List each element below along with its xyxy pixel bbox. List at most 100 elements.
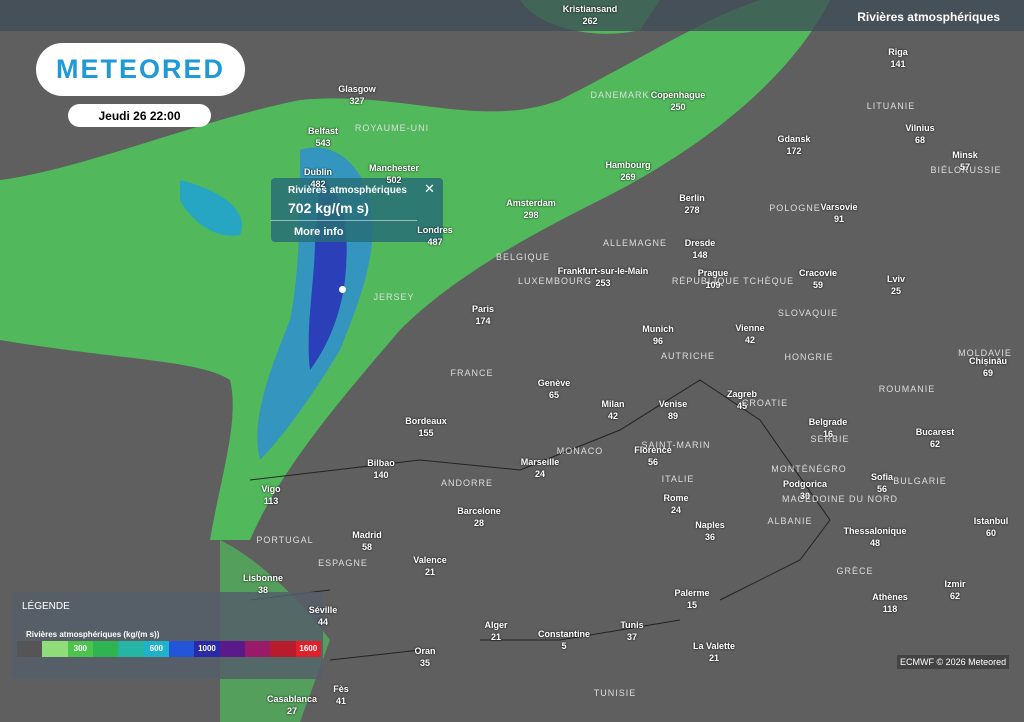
city-value: 148 — [692, 250, 708, 260]
city-name: Genève — [537, 378, 571, 388]
more-info[interactable]: More info — [294, 226, 344, 238]
datetime: Jeudi 26 22:00 — [68, 104, 211, 127]
city-value: 57 — [959, 162, 971, 172]
city-name: Kristiansand — [562, 4, 618, 14]
city-label: Manchester 502 — [369, 162, 419, 186]
city-name: Fès — [333, 684, 349, 694]
country-label: AUTRICHE — [660, 351, 716, 361]
city-value: 24 — [670, 505, 682, 515]
city-label: Londres 487 — [417, 224, 453, 248]
city-name: Florence — [634, 445, 672, 455]
city-name: Barcelone — [457, 506, 501, 516]
city-label: Séville 44 — [309, 604, 338, 628]
legend-swatch — [270, 641, 296, 657]
city-label: Tunis 37 — [620, 619, 643, 643]
city-name: Thessalonique — [843, 526, 907, 536]
city-value: 65 — [548, 390, 559, 400]
city-name: Riga — [888, 47, 908, 57]
city-label: Rome 24 — [663, 492, 688, 516]
city-label: Vienne 42 — [735, 322, 764, 346]
city-value: 62 — [949, 591, 961, 601]
city-value: 15 — [686, 600, 697, 610]
legend: LÉGENDE Rivières atmosphériques (kg/(m s… — [12, 592, 323, 679]
city-name: Palerme — [674, 588, 710, 598]
city-name: Vilnius — [905, 123, 935, 133]
city-name: Bordeaux — [405, 416, 447, 426]
city-name: Vienne — [735, 323, 765, 333]
city-value: 269 — [620, 172, 636, 182]
city-label: Casablanca 27 — [267, 693, 317, 717]
country-label: LUXEMBOURG — [517, 276, 593, 286]
close-button[interactable]: ✕ — [424, 181, 435, 196]
country-label: PORTUGAL — [256, 535, 314, 545]
city-label: Marseille 24 — [521, 456, 560, 480]
city-label: Copenhague 250 — [651, 89, 706, 113]
city-name: Londres — [417, 225, 453, 235]
country-label: BIÉLORUSSIE — [930, 165, 1002, 175]
city-label: Minsk 57 — [952, 149, 978, 173]
city-value: 56 — [876, 484, 888, 494]
city-name: Bilbao — [367, 458, 395, 468]
city-label: Munich 96 — [642, 323, 674, 347]
city-value: 35 — [419, 658, 431, 668]
city-value: 62 — [929, 439, 940, 449]
city-name: Chișinău — [968, 356, 1008, 366]
legend-subtitle: Rivières atmosphériques (kg/(m s)) — [26, 630, 160, 639]
city-name: Valence — [413, 555, 447, 565]
city-value: 16 — [822, 429, 834, 439]
country-label: MOLDAVIE — [958, 348, 1012, 358]
city-value: 44 — [317, 617, 328, 627]
city-value: 36 — [704, 532, 716, 542]
country-label: JERSEY — [373, 292, 415, 302]
city-value: 21 — [424, 567, 435, 577]
city-value: 327 — [349, 96, 365, 106]
city-value: 118 — [882, 604, 898, 614]
city-label: Frankfurt-sur-le-Main 253 — [558, 265, 649, 289]
legend-swatch — [17, 641, 43, 657]
city-label: Gdansk 172 — [777, 133, 810, 157]
city-value: 543 — [315, 138, 331, 148]
city-label: Cracovie 59 — [799, 267, 837, 291]
city-name: Hambourg — [605, 160, 651, 170]
city-label: Valence 21 — [413, 554, 447, 578]
country-label: ROYAUME-UNI — [354, 123, 430, 133]
city-name: Venise — [658, 399, 688, 409]
city-name: Naples — [695, 520, 725, 530]
city-label: Florence 56 — [634, 444, 672, 468]
city-name: Milan — [601, 399, 625, 409]
city-label: Venise 89 — [659, 398, 688, 422]
location-marker — [339, 286, 346, 293]
legend-swatch — [118, 641, 144, 657]
city-value: 298 — [523, 210, 539, 220]
country-label: ANDORRE — [440, 478, 494, 488]
city-value: 41 — [335, 696, 347, 706]
country-label: MACÉDOINE DU NORD — [781, 494, 899, 504]
logo[interactable]: METEORED — [36, 43, 245, 96]
legend-swatch — [244, 641, 271, 657]
city-value: 27 — [286, 706, 297, 716]
city-value: 253 — [595, 278, 611, 288]
city-label: Istanbul 60 — [974, 515, 1009, 539]
city-value: 38 — [257, 585, 268, 595]
city-name: Gdansk — [777, 134, 811, 144]
country-label: GRÈCE — [836, 566, 874, 576]
city-label: Milan 42 — [601, 398, 624, 422]
city-name: Varsovie — [820, 202, 858, 212]
city-name: Paris — [471, 304, 495, 314]
city-label: Vigo 113 — [261, 483, 280, 507]
city-value: 5 — [561, 641, 567, 651]
city-label: Vilnius 68 — [905, 122, 934, 146]
city-label: Dublin 482 — [304, 166, 332, 190]
city-name: Lviv — [886, 274, 906, 284]
city-label: Palerme 15 — [674, 587, 709, 611]
city-value: 172 — [786, 146, 802, 156]
city-label: Constantine 5 — [538, 628, 590, 652]
city-label: Lviv 25 — [887, 273, 905, 297]
city-name: Constantine — [537, 629, 591, 639]
legend-swatch — [92, 641, 119, 657]
country-label: FRANCE — [450, 368, 494, 378]
city-name: Frankfurt-sur-le-Main — [557, 266, 649, 276]
layer-name[interactable]: Rivières atmosphériques — [857, 10, 1000, 24]
legend-swatch: 1000 — [194, 641, 220, 657]
city-value: 45 — [736, 401, 748, 411]
